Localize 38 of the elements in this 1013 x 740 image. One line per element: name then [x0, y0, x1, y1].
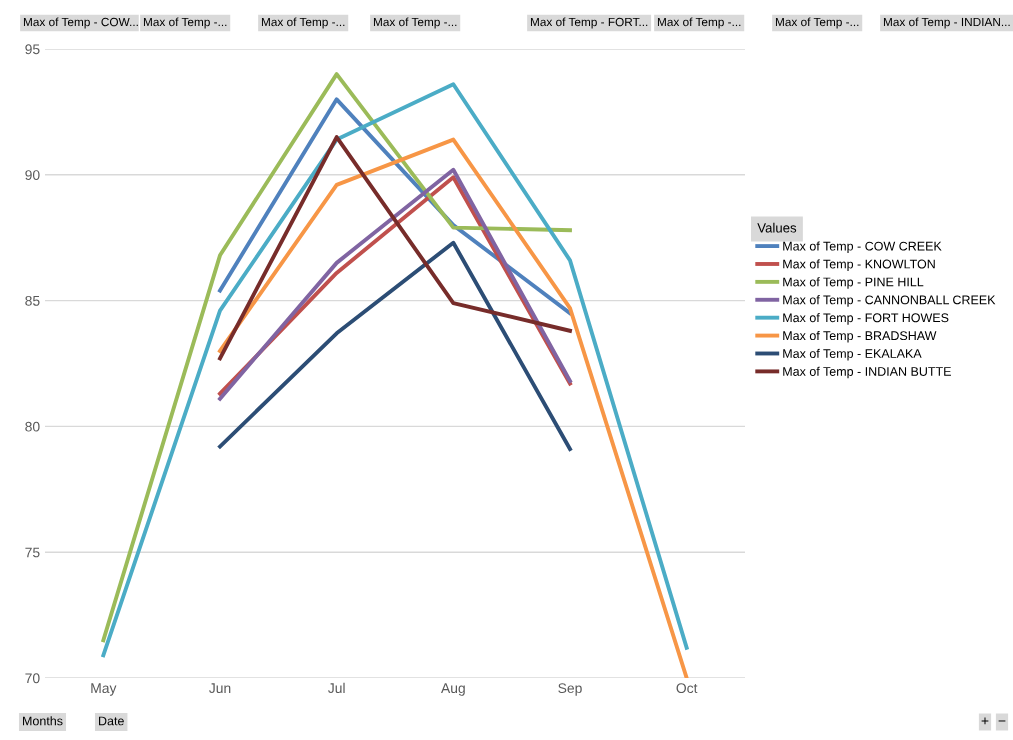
x-tick-label: Jun	[209, 683, 231, 694]
line-series	[218, 135, 572, 361]
x-tick-label: Aug	[441, 683, 465, 696]
text: Date	[99, 716, 124, 726]
y-tick-label: 80	[25, 421, 40, 432]
text: −	[998, 720, 1006, 722]
text: Max of Temp -...	[373, 17, 457, 29]
text: Months	[23, 716, 63, 726]
y-tick-label: 75	[25, 547, 40, 558]
line-series	[218, 137, 689, 678]
y-tick-label: 85	[25, 295, 40, 306]
legend-label: Max of Temp - EKALAKA	[783, 348, 922, 361]
legend-label: Max of Temp - KNOWLTON	[783, 259, 935, 271]
legend-label: Max of Temp - BRADSHAW	[783, 330, 937, 343]
x-tick-label: Sep	[558, 683, 582, 696]
text: +	[981, 717, 989, 725]
x-tick-label: Oct	[676, 683, 698, 694]
legend-label: Max of Temp - INDIAN BUTTE	[783, 366, 951, 379]
text: Max of Temp -...	[143, 17, 227, 29]
legend-label: Max of Temp - PINE HILL	[783, 277, 924, 289]
text: Max of Temp -...	[775, 17, 859, 29]
y-tick-label: 95	[25, 44, 40, 55]
text: Max of Temp -...	[261, 17, 345, 29]
y-tick-label: 90	[25, 170, 40, 180]
line-series	[101, 72, 572, 643]
text: Max of Temp - COW...	[23, 17, 138, 29]
line-series	[101, 82, 689, 658]
legend-title: Values	[757, 222, 797, 233]
text: Max of Temp - INDIAN...	[883, 17, 1010, 29]
text: Max of Temp -...	[657, 17, 741, 29]
legend-label: Max of Temp - CANNONBALL CREEK	[783, 295, 996, 307]
legend-label: Max of Temp - COW CREEK	[783, 241, 942, 254]
text: Max of Temp - FORT...	[530, 17, 648, 29]
x-tick-label: May	[91, 683, 117, 696]
y-tick-label: 70	[25, 673, 40, 684]
legend-label: Max of Temp - FORT HOWES	[783, 313, 949, 325]
x-tick-label: Jul	[328, 682, 345, 694]
line-series	[218, 240, 572, 451]
